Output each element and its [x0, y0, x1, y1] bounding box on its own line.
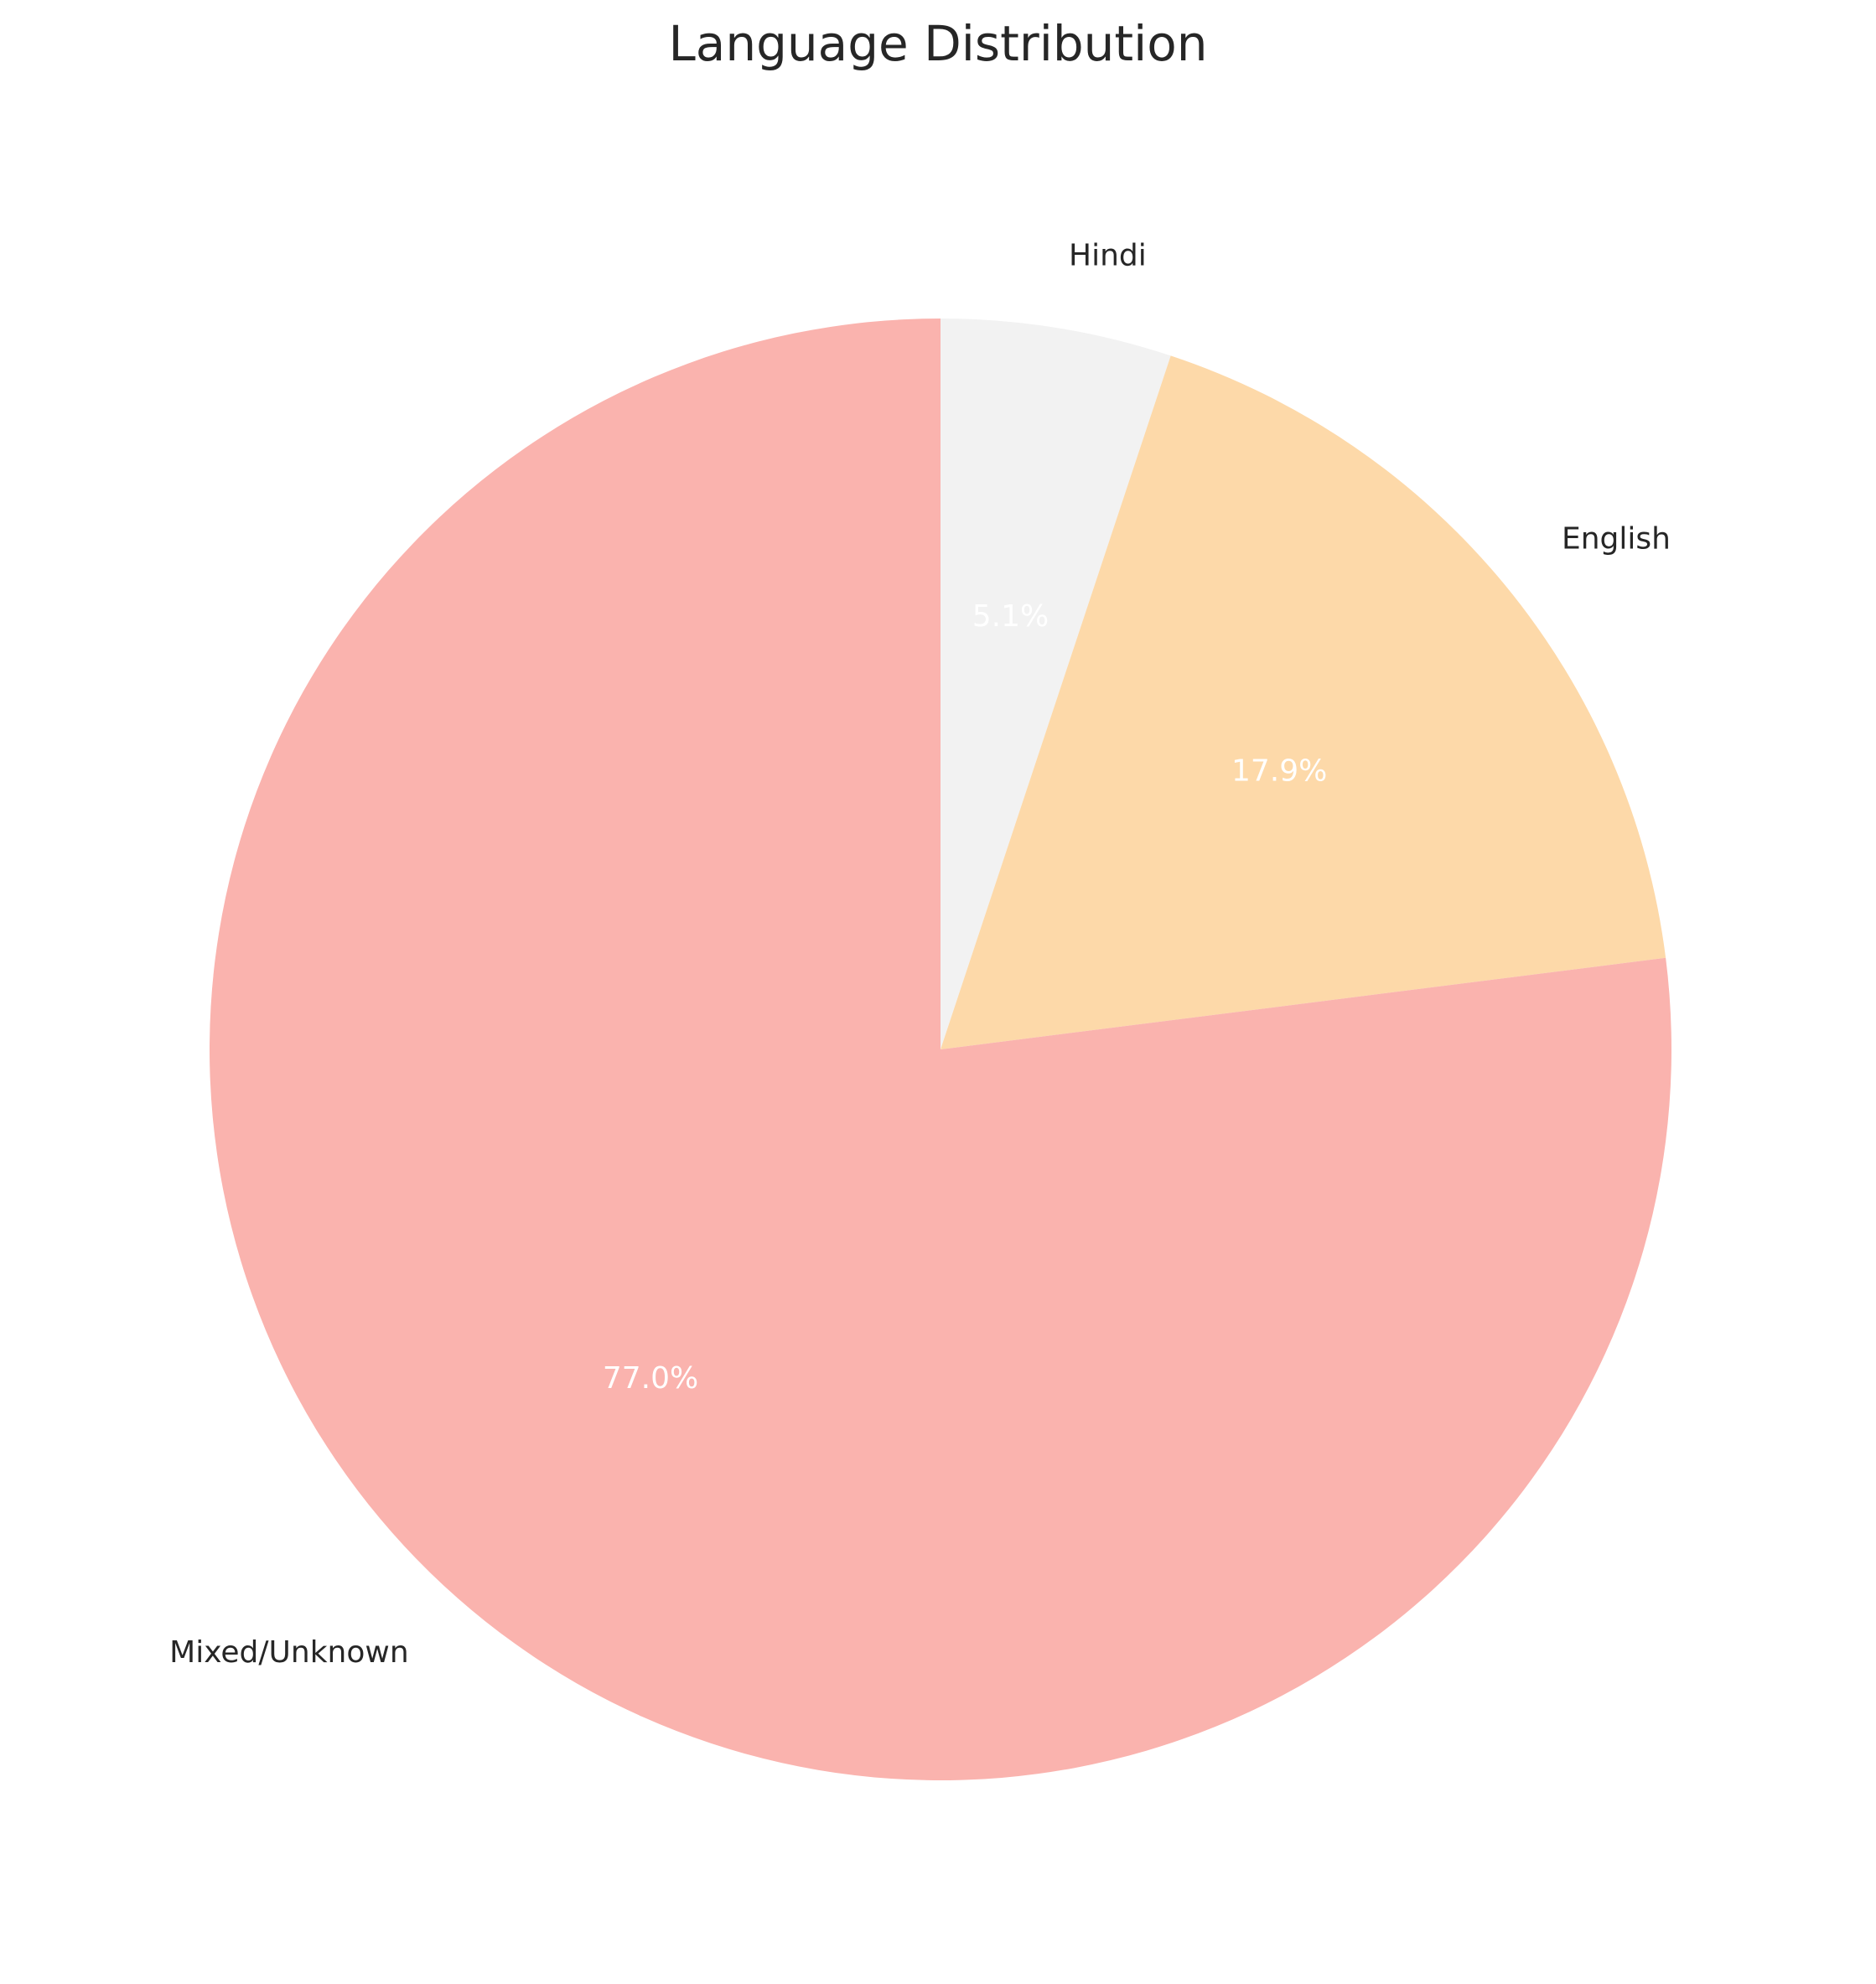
pie-pct-label: 17.9%	[1231, 754, 1327, 788]
pie-category-label: Mixed/Unknown	[169, 1635, 409, 1670]
pie-slice-english	[941, 355, 1666, 1049]
pie-category-label: English	[1562, 521, 1671, 556]
pie-slice-mixed-unknown	[209, 319, 1671, 1780]
pie-slice-hindi	[941, 319, 1171, 1049]
pie-pct-label: 77.0%	[603, 1361, 698, 1396]
chart-title: Language Distribution	[668, 15, 1208, 72]
pie-pct-label: 5.1%	[972, 599, 1049, 634]
pie-category-label: Hindi	[1069, 239, 1147, 273]
